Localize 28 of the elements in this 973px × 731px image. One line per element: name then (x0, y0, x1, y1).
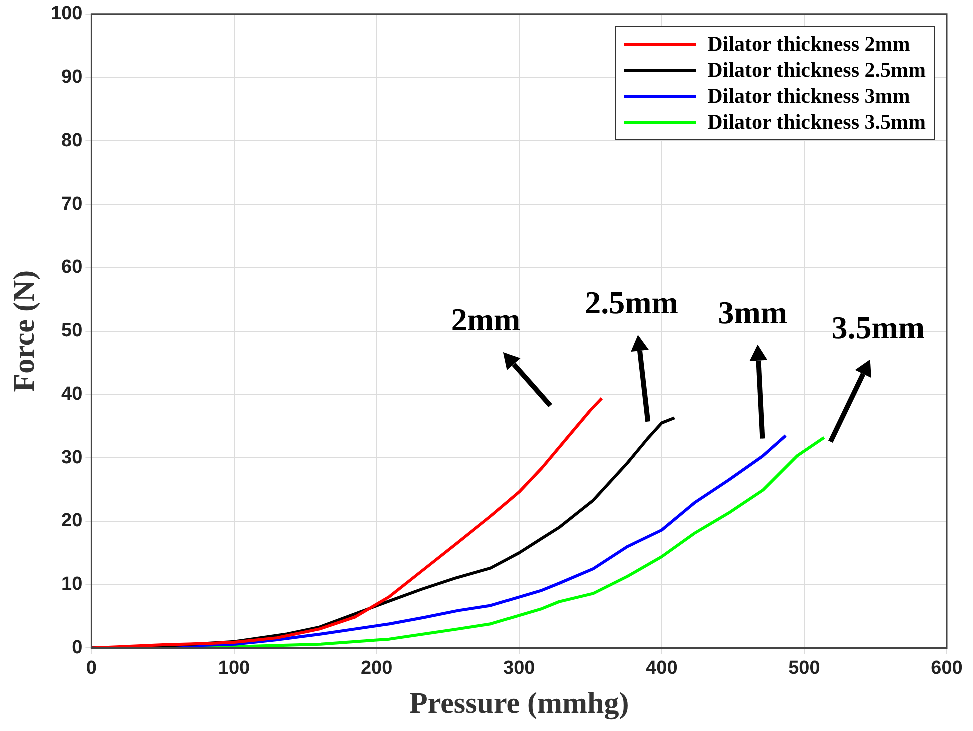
x-tick-label: 200 (360, 658, 393, 679)
y-tick-label: 40 (62, 384, 83, 405)
x-tick-label: 600 (931, 658, 963, 679)
x-tick-label: 100 (218, 658, 250, 679)
annotation: 3.5mm (832, 309, 926, 346)
y-tick-label: 10 (62, 574, 83, 596)
y-tick-label: 70 (62, 194, 83, 215)
legend-label: Dilator thickness 2.5mm (708, 58, 926, 83)
legend-label: Dilator thickness 3.5mm (708, 110, 926, 135)
annotation: 3mm (718, 294, 788, 332)
y-axis-title: Force (N) (8, 270, 41, 392)
y-tick-label: 50 (62, 320, 83, 342)
y-tick-label: 90 (62, 67, 83, 88)
y-tick-label: 30 (62, 447, 83, 468)
y-tick-label: 0 (72, 637, 83, 658)
y-tick-label: 20 (62, 510, 83, 532)
x-tick-label: 500 (788, 658, 820, 679)
y-tick-label: 60 (62, 257, 83, 278)
legend-label: Dilator thickness 3mm (708, 84, 910, 109)
x-tick-label: 400 (646, 658, 678, 679)
annotation: 2.5mm (585, 284, 678, 322)
x-axis-title: Pressure (mmhg) (410, 686, 630, 720)
annotation: 2mm (451, 302, 521, 339)
y-tick-label: 100 (51, 4, 83, 25)
legend-label: Dilator thickness 2mm (708, 32, 910, 57)
y-tick-label: 80 (62, 130, 83, 152)
x-tick-label: 300 (504, 658, 536, 679)
x-tick-label: 0 (86, 658, 97, 679)
